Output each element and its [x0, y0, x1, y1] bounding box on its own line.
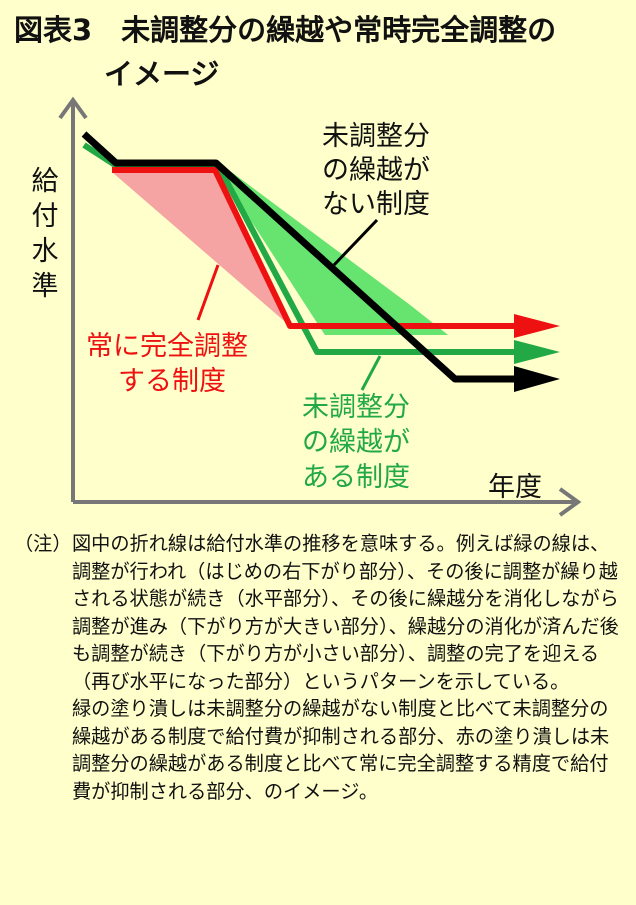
- x-axis-label: 年度: [488, 472, 542, 503]
- black-label-line-2: の繰越が: [322, 155, 430, 186]
- axes: [58, 96, 582, 517]
- red-label-line-2: する制度: [118, 366, 226, 397]
- title-line-1: 図表3 未調整分の繰越や常時完全調整の: [14, 13, 557, 47]
- red-series-arrowhead: [514, 314, 560, 338]
- green-label-line-2: の繰越が: [302, 427, 410, 458]
- y-axis-char-3: 水: [32, 236, 59, 267]
- black-label-leader: [332, 218, 379, 267]
- black-series-arrowhead: [514, 366, 560, 392]
- green-label-line-1: 未調整分: [302, 392, 410, 423]
- red-series-label: 常に完全調整 する制度: [86, 331, 248, 397]
- title-line-2: イメージ: [104, 57, 220, 91]
- red-series-line: [112, 167, 520, 329]
- red-fill-region: [112, 172, 290, 326]
- note-tag: （注）: [14, 532, 72, 555]
- black-series-line: [81, 131, 520, 383]
- green-fill-region-mid: [118, 165, 448, 335]
- black-label-line-1: 未調整分: [322, 121, 430, 152]
- red-label-line-1: 常に完全調整: [86, 331, 248, 362]
- y-axis-label: 給 付 水 準: [32, 166, 59, 302]
- green-series-label: 未調整分 の繰越が ある制度: [302, 392, 410, 493]
- black-label-line-3: ない制度: [322, 189, 430, 220]
- benefit-level-diagram: 給 付 水 準 年度 未調整分 の繰越が ない制度 常に完全調整 する制度 未調…: [32, 96, 582, 517]
- note-paragraph-2: 緑の塗り潰しは未調整分の繰越がない制度と比べて未調整分の繰越がある制度で給付費が…: [72, 697, 610, 803]
- green-label-line-3: ある制度: [302, 462, 410, 493]
- black-series-label: 未調整分 の繰越が ない制度: [322, 121, 430, 220]
- y-axis-char-4: 準: [32, 271, 59, 302]
- figure-title: 図表3 未調整分の繰越や常時完全調整の イメージ: [14, 8, 624, 96]
- green-series-arrowhead: [514, 340, 560, 364]
- footnote: （注） 図中の折れ線は給付水準の推移を意味する。例えば緑の線は、調整が行われ（は…: [14, 530, 626, 805]
- red-label-leader: [196, 264, 220, 321]
- green-label-leader: [360, 355, 382, 391]
- y-axis-char-2: 付: [32, 201, 59, 232]
- note-paragraph-1: 図中の折れ線は給付水準の推移を意味する。例えば緑の線は、調整が行われ（はじめの右…: [72, 532, 619, 693]
- y-axis-char-1: 給: [32, 166, 59, 197]
